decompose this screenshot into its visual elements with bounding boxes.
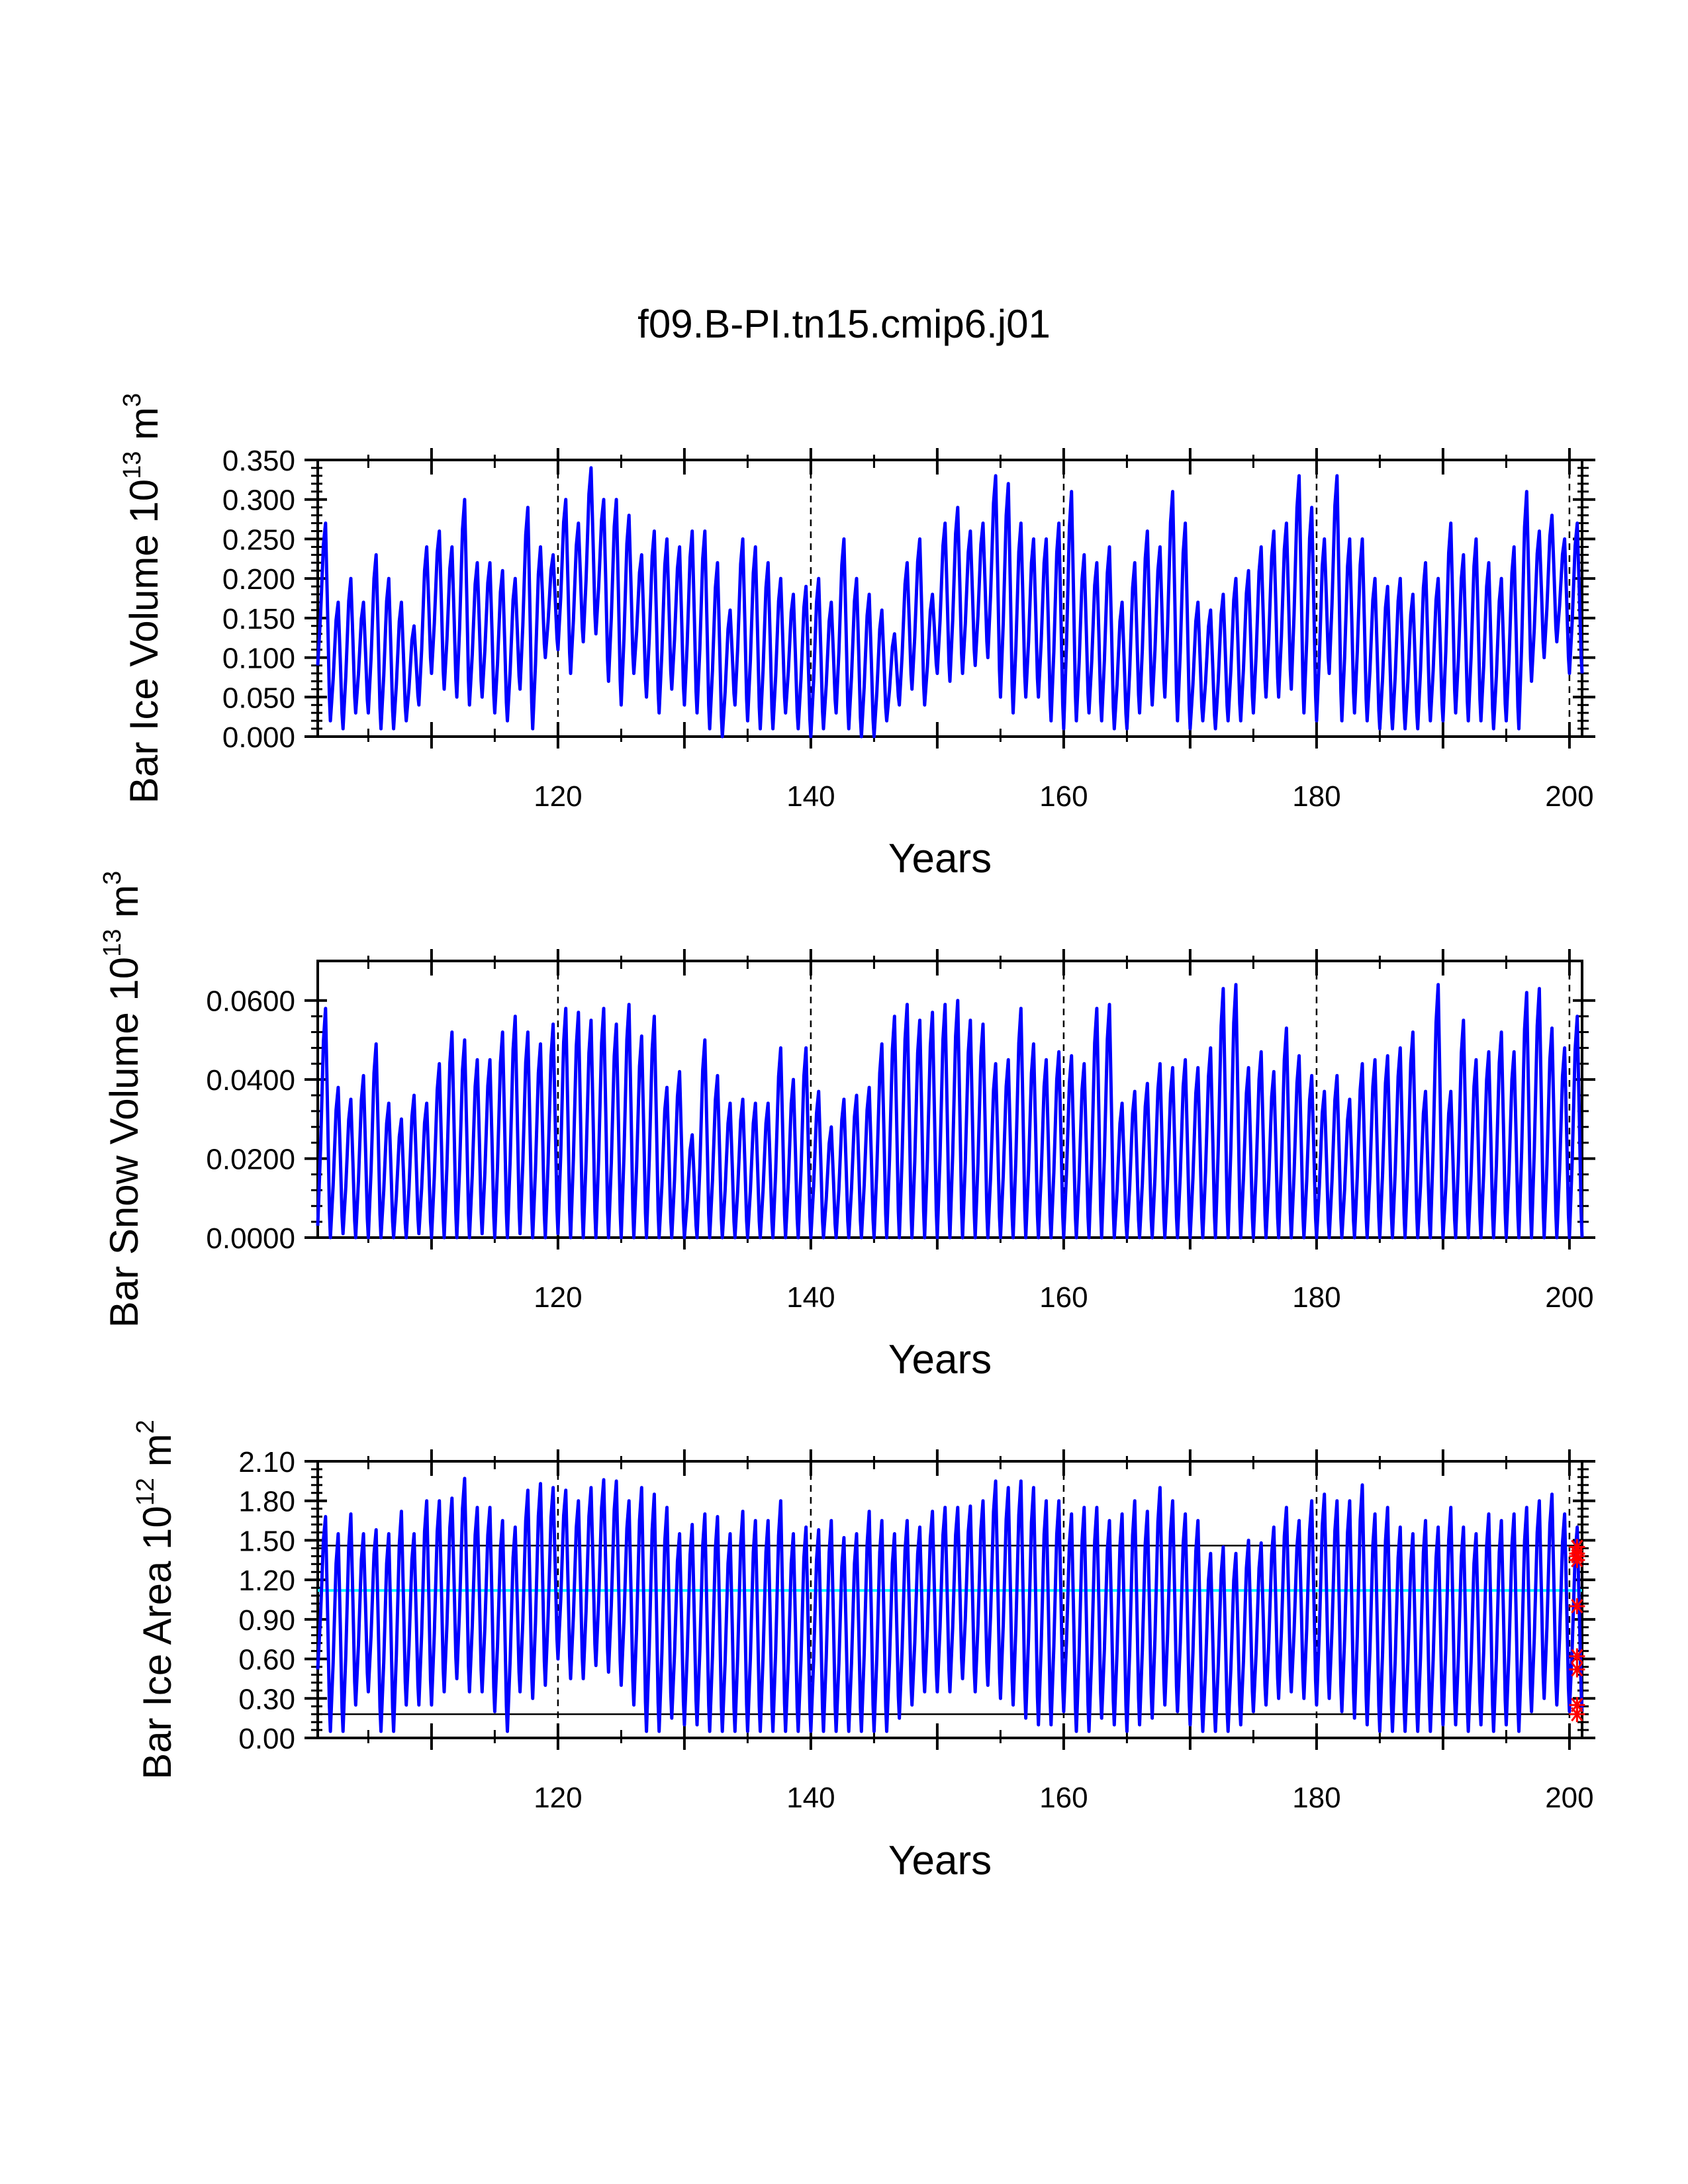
y-axis-label-exp: 13	[118, 451, 146, 479]
ytick-label: 1.50	[238, 1525, 295, 1557]
y-axis-label-unit-exp: 2	[132, 1420, 160, 1433]
y-axis-label-exp: 13	[99, 929, 126, 957]
ytick-label: 0.90	[238, 1604, 295, 1637]
ytick-label: 0.30	[238, 1683, 295, 1715]
markers	[1569, 1539, 1585, 1723]
panel-ice-volume: 0.000 0.050 0.100 0.150 0.200 0.250 0.300 0.350…	[118, 393, 1595, 882]
plot-frame	[316, 459, 1583, 738]
figure-title: f09.B-PI.tn15.cmip6.j01	[637, 302, 1051, 346]
y-axis-label-main: Bar Snow Volume 10	[102, 957, 146, 1328]
yticks: 0.00 0.30 0.60 0.90 1.20 1.50 1.80 2.10	[238, 1446, 1595, 1755]
marker-star	[1569, 1661, 1585, 1678]
ytick-label: 0.60	[238, 1644, 295, 1676]
xtick-label: 120	[534, 780, 582, 813]
data-line	[316, 983, 1584, 1240]
xticks: 120 140 160 180 200	[367, 949, 1594, 1314]
y-axis-label: Bar Ice Volume 1013 m3	[118, 393, 166, 803]
xtick-label: 200	[1545, 1281, 1593, 1314]
ytick-label: 0.050	[222, 682, 295, 714]
marker-star	[1569, 1552, 1585, 1569]
data-line	[316, 1477, 1584, 1733]
y-axis-label: Bar Snow Volume 1013 m3	[99, 871, 146, 1328]
xtick-label: 140	[786, 780, 835, 813]
xtick-label: 160	[1039, 1782, 1088, 1814]
xtick-label: 180	[1292, 780, 1340, 813]
marker-star	[1569, 1706, 1585, 1723]
xtick-label: 200	[1545, 1782, 1593, 1814]
ytick-label: 0.150	[222, 603, 295, 635]
xtick-label: 180	[1292, 1782, 1340, 1814]
xtick-label: 140	[786, 1782, 835, 1814]
panel-ice-area: 0.000.300.600.901.201.501.802.10 120 140 1…	[132, 1420, 1595, 1884]
x-axis-label: Years	[888, 1337, 992, 1383]
x-axis-label: Years	[888, 1838, 992, 1884]
y-axis-label-main: Bar Ice Volume 10	[122, 479, 166, 803]
panel-snow-volume: 0.0000 0.0200 0.0400 0.0600 120 140 160 180 200…	[99, 871, 1595, 1383]
ytick-label: 0.300	[222, 484, 295, 517]
y-axis-label: Bar Ice Area 1012 m2	[132, 1420, 179, 1780]
xtick-label: 140	[786, 1281, 835, 1314]
ytick-label: 1.20	[238, 1565, 295, 1597]
y-axis-label-unit-exp: 3	[118, 393, 146, 407]
ytick-label: 0.0000	[206, 1222, 295, 1255]
data-line	[316, 466, 1584, 739]
xtick-label: 160	[1039, 1281, 1088, 1314]
ytick-label: 0.000	[222, 721, 295, 754]
yticks: 0.000 0.050 0.100 0.150 0.200 0.250 0.300 0.350	[222, 445, 1595, 754]
y-axis-label-unit: m	[135, 1433, 179, 1478]
ytick-label: 0.250	[222, 523, 295, 556]
y-axis-label-main: Bar Ice Area 10	[135, 1506, 179, 1780]
ytick-label: 0.100	[222, 643, 295, 675]
ytick-label: 0.0600	[206, 985, 295, 1018]
xtick-label: 120	[534, 1782, 582, 1814]
ytick-label: 0.00	[238, 1723, 295, 1755]
y-axis-label-exp: 12	[132, 1478, 160, 1506]
ytick-label: 0.0200	[206, 1144, 295, 1176]
ytick-label: 1.80	[238, 1486, 295, 1518]
ytick-label: 0.200	[222, 563, 295, 596]
xticks: 120 140 160 180 200	[367, 448, 1594, 813]
xticks: 120 140 160 180 200	[367, 1449, 1594, 1814]
xtick-label: 120	[534, 1281, 582, 1314]
ytick-label: 0.0400	[206, 1064, 295, 1097]
y-axis-label-unit: m	[102, 885, 146, 929]
xtick-label: 160	[1039, 780, 1088, 813]
y-axis-label-unit: m	[122, 407, 166, 451]
marker-star	[1569, 1598, 1585, 1614]
ytick-label: 0.350	[222, 445, 295, 477]
x-axis-label: Years	[888, 836, 992, 882]
xtick-label: 200	[1545, 780, 1593, 813]
y-axis-label-unit-exp: 3	[99, 871, 126, 885]
ytick-label: 2.10	[238, 1446, 295, 1479]
xtick-label: 180	[1292, 1281, 1340, 1314]
